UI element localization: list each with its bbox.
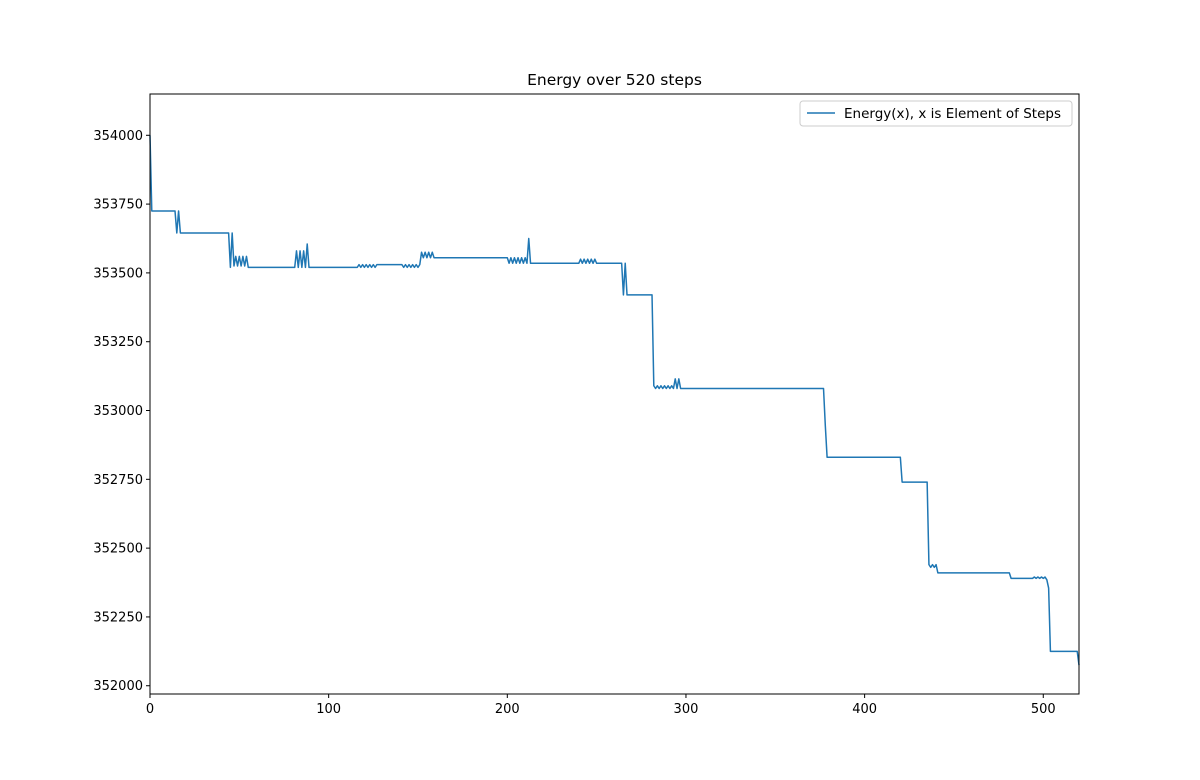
- chart-title: Energy over 520 steps: [527, 71, 702, 89]
- y-tick-label: 352000: [93, 679, 143, 694]
- x-tick-label: 500: [1031, 702, 1056, 717]
- axes-frame: [149, 93, 1080, 695]
- y-tick-label: 354000: [93, 129, 143, 144]
- legend: Energy(x), x is Element of Steps: [799, 100, 1073, 127]
- y-axis: 352000 352250 352500 352750 353000 353250 3535…: [93, 129, 150, 694]
- y-tick-label: 353500: [93, 266, 143, 281]
- y-tick-label: 352250: [93, 610, 143, 625]
- x-tick-label: 0: [146, 702, 154, 717]
- legend-box: [799, 100, 1073, 127]
- x-axis: 0 100 200 300 400 500: [146, 694, 1056, 717]
- y-tick-label: 353000: [93, 404, 143, 419]
- y-tick-label: 352750: [93, 473, 143, 488]
- x-tick-label: 100: [316, 702, 341, 717]
- x-tick-label: 400: [852, 702, 877, 717]
- x-tick-label: 200: [495, 702, 520, 717]
- series-line: [149, 135, 1080, 666]
- x-tick-label: 300: [674, 702, 699, 717]
- plot-area: [149, 135, 1080, 666]
- y-tick-label: 353250: [93, 335, 143, 350]
- y-tick-label: 353750: [93, 198, 143, 213]
- legend-label: Energy(x), x is Element of Steps: [844, 106, 1061, 122]
- y-tick-label: 352500: [93, 542, 143, 557]
